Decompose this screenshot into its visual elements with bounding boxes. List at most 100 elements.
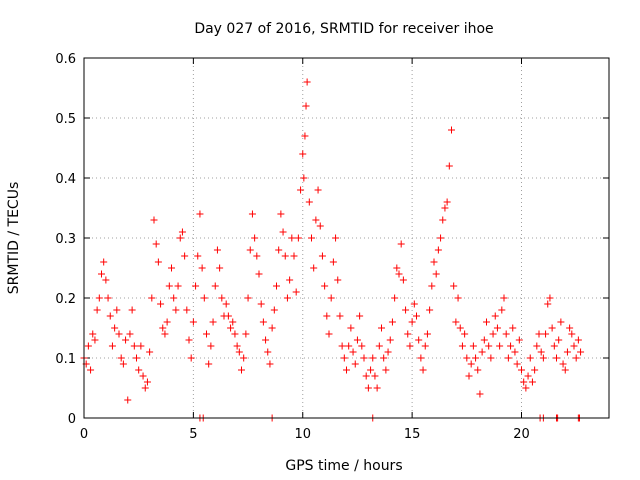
data-point bbox=[308, 234, 315, 242]
data-point bbox=[172, 306, 180, 314]
data-point bbox=[557, 318, 565, 326]
data-point bbox=[130, 342, 138, 350]
data-point bbox=[555, 336, 563, 344]
data-point bbox=[399, 276, 407, 284]
data-point bbox=[87, 366, 95, 374]
data-point bbox=[189, 318, 197, 326]
data-point bbox=[200, 294, 208, 302]
data-point bbox=[423, 330, 431, 338]
data-point bbox=[391, 294, 399, 302]
data-point bbox=[430, 258, 438, 266]
y-tick-label: 0.5 bbox=[55, 112, 76, 127]
data-point bbox=[577, 348, 585, 356]
data-point bbox=[150, 216, 158, 224]
data-point bbox=[441, 204, 449, 212]
data-point bbox=[119, 360, 127, 368]
data-point bbox=[222, 300, 230, 308]
data-point bbox=[502, 330, 510, 338]
data-point bbox=[417, 354, 425, 362]
data-point bbox=[264, 348, 272, 356]
data-point bbox=[332, 234, 340, 242]
data-point bbox=[213, 246, 221, 254]
data-point bbox=[489, 330, 497, 338]
data-point bbox=[380, 354, 388, 362]
data-point bbox=[520, 378, 528, 386]
data-point bbox=[275, 246, 283, 254]
data-points bbox=[80, 78, 585, 422]
data-point bbox=[244, 294, 252, 302]
data-point bbox=[553, 354, 560, 362]
data-point bbox=[367, 366, 375, 374]
data-point bbox=[413, 312, 420, 320]
data-point bbox=[141, 384, 149, 392]
data-point bbox=[395, 270, 403, 278]
data-point bbox=[163, 318, 171, 326]
data-point bbox=[362, 372, 370, 380]
data-point bbox=[548, 324, 556, 332]
data-point bbox=[388, 318, 396, 326]
data-point bbox=[242, 330, 250, 338]
data-point bbox=[437, 234, 445, 242]
data-point bbox=[253, 252, 261, 260]
data-point bbox=[211, 282, 219, 290]
data-point bbox=[277, 210, 285, 218]
grid-lines bbox=[84, 58, 609, 418]
data-point bbox=[491, 312, 499, 320]
data-point bbox=[338, 342, 346, 350]
data-point bbox=[410, 300, 418, 308]
data-point bbox=[500, 294, 508, 302]
data-point bbox=[133, 354, 140, 362]
data-point bbox=[428, 282, 436, 290]
data-point bbox=[572, 354, 580, 362]
data-point bbox=[299, 150, 307, 158]
chart-title: Day 027 of 2016, SRMTID for receiver iho… bbox=[194, 21, 493, 37]
data-point bbox=[526, 354, 534, 362]
data-point bbox=[290, 252, 298, 260]
data-point bbox=[117, 354, 125, 362]
data-point bbox=[227, 324, 235, 332]
data-point bbox=[509, 324, 517, 332]
data-point bbox=[108, 342, 116, 350]
data-point bbox=[292, 288, 300, 296]
data-point bbox=[128, 306, 136, 314]
data-point bbox=[91, 336, 99, 344]
data-point bbox=[327, 294, 335, 302]
data-point bbox=[207, 342, 215, 350]
data-point bbox=[229, 318, 237, 326]
data-point bbox=[181, 252, 189, 260]
data-point bbox=[196, 210, 204, 218]
data-point bbox=[115, 330, 123, 338]
data-point bbox=[513, 360, 521, 368]
data-point bbox=[305, 198, 313, 206]
data-point bbox=[524, 372, 532, 380]
data-point bbox=[240, 354, 248, 362]
data-point bbox=[382, 366, 390, 374]
data-point bbox=[161, 330, 169, 338]
data-point bbox=[458, 342, 466, 350]
data-point bbox=[157, 300, 165, 308]
data-point bbox=[89, 330, 97, 338]
data-point bbox=[351, 360, 359, 368]
data-point bbox=[544, 300, 552, 308]
data-point bbox=[302, 102, 310, 110]
data-point bbox=[231, 330, 239, 338]
data-point bbox=[345, 342, 353, 350]
data-point bbox=[421, 342, 429, 350]
data-point bbox=[434, 246, 442, 254]
data-point bbox=[386, 336, 394, 344]
data-point bbox=[426, 306, 434, 314]
data-point bbox=[369, 354, 377, 362]
data-point bbox=[203, 330, 210, 338]
data-point bbox=[303, 78, 311, 86]
data-point bbox=[539, 354, 547, 362]
data-point bbox=[347, 324, 355, 332]
x-tick-label: 5 bbox=[189, 427, 197, 442]
data-point bbox=[559, 360, 567, 368]
data-point bbox=[531, 366, 539, 374]
data-point bbox=[432, 270, 440, 278]
data-point bbox=[364, 384, 372, 392]
data-point bbox=[371, 372, 379, 380]
data-point bbox=[402, 306, 410, 314]
data-point bbox=[325, 330, 333, 338]
